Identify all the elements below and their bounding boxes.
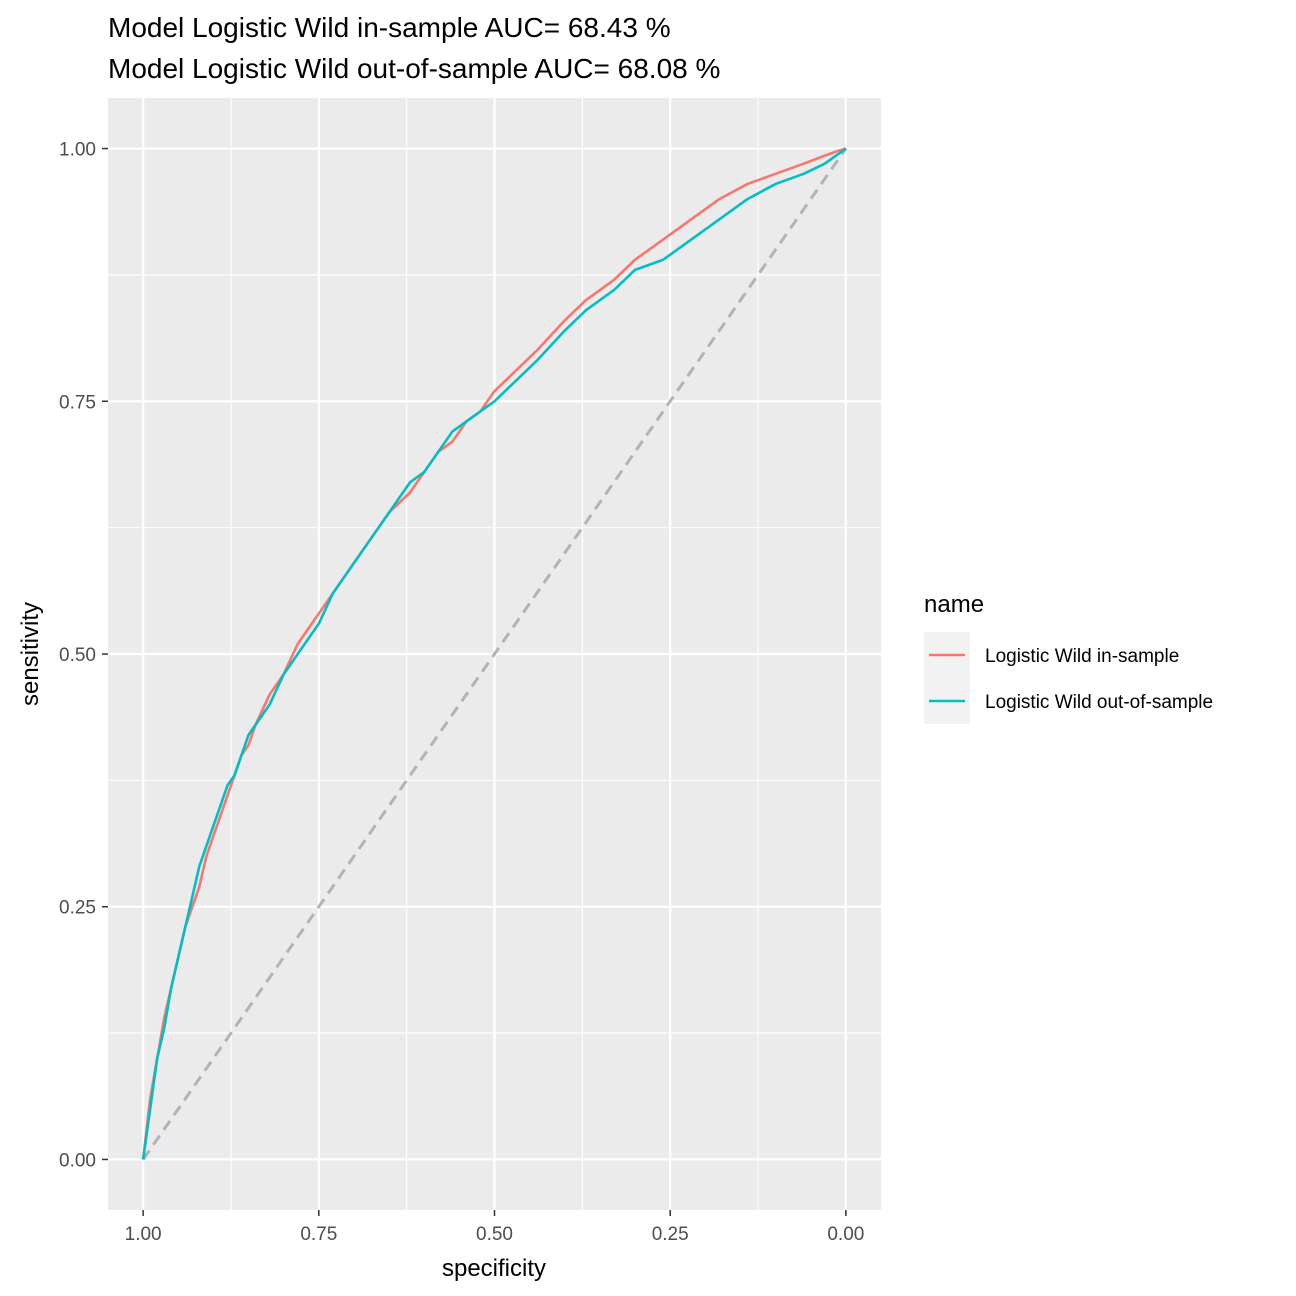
- x-tick-label: 0.50: [476, 1224, 513, 1245]
- y-tick-label: 0.25: [59, 898, 96, 919]
- y-axis-ticks: 0.00 0.25 0.50 0.75 1.00: [59, 140, 108, 1171]
- series-layer: [141, 147, 847, 1160]
- diagonal-reference-line: [141, 147, 848, 1161]
- legend-label-out-of-sample: Logistic Wild out-of-sample: [985, 692, 1213, 713]
- y-axis-title: sensitivity: [17, 602, 44, 706]
- title-line-1: Model Logistic Wild in-sample AUC= 68.43…: [108, 12, 671, 43]
- x-tick-label: 0.25: [652, 1224, 689, 1245]
- y-tick-label: 0.50: [59, 645, 96, 666]
- x-tick-label: 0.00: [827, 1224, 864, 1245]
- y-tick-label: 0.00: [59, 1150, 96, 1171]
- legend-title: name: [924, 591, 984, 618]
- legend: name Logistic Wild in-sample Logistic Wi…: [924, 591, 1213, 724]
- y-tick-label: 1.00: [59, 140, 96, 161]
- x-axis-title: specificity: [442, 1255, 546, 1282]
- x-tick-label: 0.75: [300, 1224, 337, 1245]
- series-line-1: [141, 147, 847, 1160]
- legend-label-in-sample: Logistic Wild in-sample: [985, 646, 1179, 667]
- title-line-2: Model Logistic Wild out-of-sample AUC= 6…: [108, 53, 720, 84]
- y-tick-label: 0.75: [59, 392, 96, 413]
- x-tick-label: 1.00: [125, 1224, 162, 1245]
- x-axis-ticks: 1.00 0.75 0.50 0.25 0.00: [125, 1210, 864, 1245]
- chart-title: Model Logistic Wild in-sample AUC= 68.43…: [108, 12, 720, 84]
